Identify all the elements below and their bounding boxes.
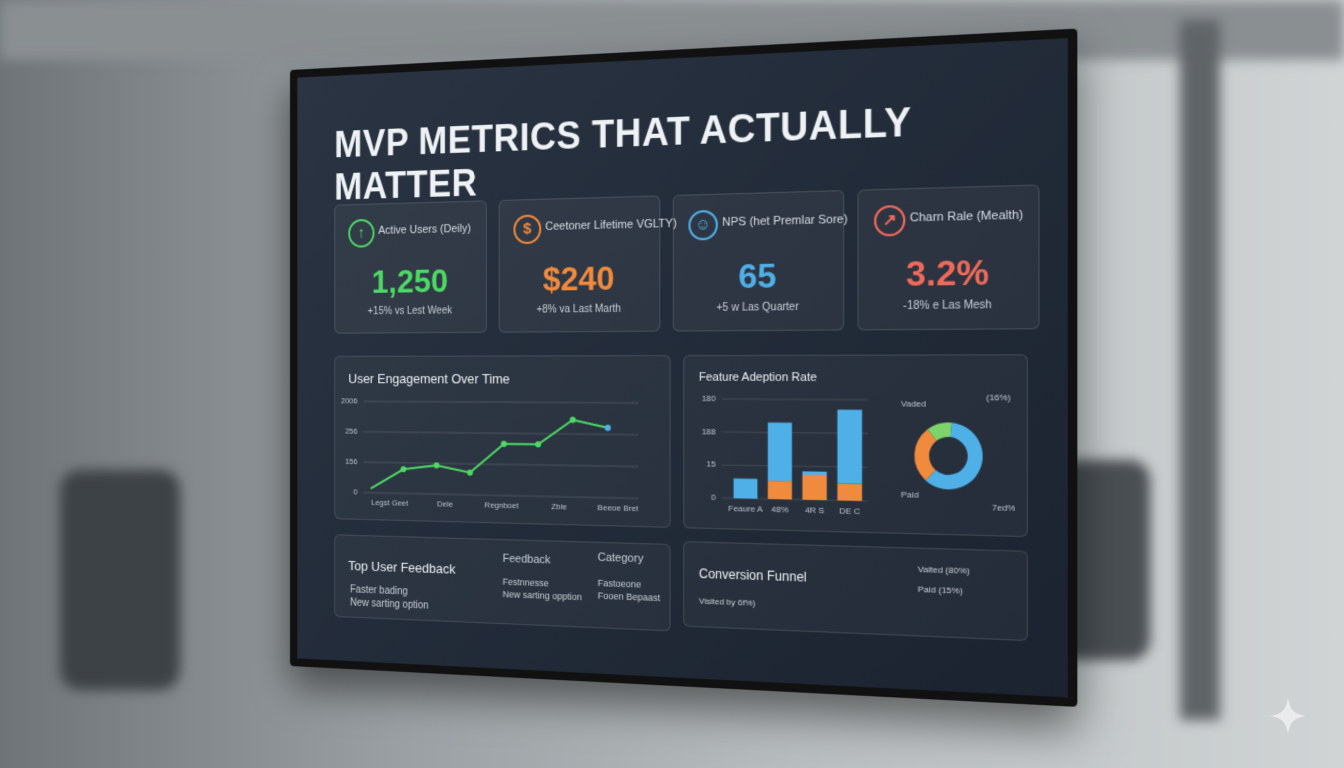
y-tick-label: 180 [702,394,717,404]
cell: Fooen Bepaast [597,590,661,604]
kpi-value: $240 [542,259,615,298]
x-tick-label: Zble [551,502,567,512]
y-tick-label: 0 [353,487,358,496]
feedback-item: New sarting option [350,597,429,612]
feedback-panel: Top User Feedback Feedback Category Fast… [334,534,671,632]
bar-chart: 0 15 188 180 Feaure A 48% 4R S DE C Vaded (16%) Pa… [702,392,1016,516]
grid-line [363,432,638,435]
kpi-value: 65 [738,256,777,296]
bar-segment [767,480,792,500]
bar-segment [733,478,758,499]
column-header: Feedback [502,552,551,567]
grid-line [722,399,867,400]
stage: MVP METRICS THAT ACTUALLY MATTER ↑ Active… [290,28,1078,707]
funnel-panel: Conversion Funnel Vaited (80%) Paid (15%… [683,541,1028,642]
panel-title: Conversion Funnel [698,566,807,585]
grid-line [363,401,638,402]
line-chart: 0 156 256 2006 Legst Geet Dele Regnboet Zble Bee… [341,396,669,514]
bar-segment [837,483,863,501]
kpi-card: ☺ NPS (het Premlar Sore) 65 +5 w Las Quarte… [672,190,848,332]
column-header: Category [597,551,644,566]
donut-label: Vaded [901,399,926,409]
cell: Fastoeone [597,577,642,590]
screen: MVP METRICS THAT ACTUALLY MATTER ↑ Active… [290,28,1078,707]
kpi-label: Charn Rale (Mealth) [909,208,1024,225]
funnel-item: Visited by 6f%) [698,596,756,608]
y-tick-label: 2006 [341,396,358,405]
x-tick-label: 48% [771,504,788,514]
y-tick-label: 156 [345,457,358,466]
grid-line [363,493,638,499]
funnel-item: Paid (15%) [917,584,963,596]
kpi-change: +8% va Last Marth [536,303,621,316]
kpi-change: +5 w Las Quarter [716,301,799,315]
x-tick-label: Beeoe Bret [598,503,640,514]
x-tick-label: Regnboet [485,500,520,510]
line [371,418,608,493]
kpi-icon: $ [513,214,542,245]
engagement-panel: User Engagement Over Time 0 156 256 2006 Leg… [334,355,671,528]
cell: Festnnesse [502,576,549,589]
kpi-icon: ↗ [874,204,906,237]
x-tick-label: Dele [437,499,453,509]
y-tick-label: 188 [702,426,717,436]
kpi-label: Ceetoner Lifetime VGLTY) [545,217,677,234]
panel-title: Top User Feedback [348,557,456,577]
x-tick-label: Legst Geet [371,498,409,508]
bar-segment [802,471,827,476]
window-frame [1180,20,1220,720]
grid-line [363,462,638,466]
x-tick-label: Feaure A [728,504,763,515]
kpi-value: 1,250 [371,262,449,301]
kpi-card: ↗ Charn Rale (Mealth) 3.2% -18% e Las Mesh [857,184,1040,331]
point [569,416,576,424]
funnel-item: Vaited (80%) [917,564,970,576]
bar-segment [837,409,863,485]
kpi-change: -18% e Las Mesh [903,299,992,313]
panel-title: User Engagement Over Time [348,371,510,387]
x-tick-label: DE C [839,506,860,516]
kpi-value: 3.2% [905,252,990,294]
sparkle-icon [1270,698,1306,734]
chair [60,470,180,690]
bar-segment [802,474,827,501]
y-tick-label: 15 [706,459,716,469]
bar-segment [767,422,792,482]
adoption-panel: Feature Adeption Rate 0 15 188 180 Feaure A 4… [683,354,1028,538]
panel-title: Feature Adeption Rate [698,371,817,385]
kpi-icon: ↑ [348,218,375,248]
kpi-label: Active Users (Deily) [378,222,471,237]
x-tick-label: 4R S [805,505,824,515]
kpi-icon: ☺ [688,209,718,241]
kpi-card: ↑ Active Users (Deily) 1,250 +15% vs Lest W… [334,200,487,334]
y-tick-label: 256 [345,427,358,436]
feedback-item: Faster bading [350,584,408,598]
donut-label: Paid [901,490,919,500]
kpi-change: +15% vs Lest Week [367,305,453,318]
donut-label: (16%) [986,392,1011,402]
kpi-label: NPS (het Premlar Sore) [722,212,848,230]
cell: New sarting opption [502,588,582,603]
y-tick-label: 0 [711,492,716,502]
donut-label: 7ed% [992,503,1016,514]
kpi-card: $ Ceetoner Lifetime VGLTY) $240 +8% va Last… [498,195,677,333]
point [604,424,611,431]
